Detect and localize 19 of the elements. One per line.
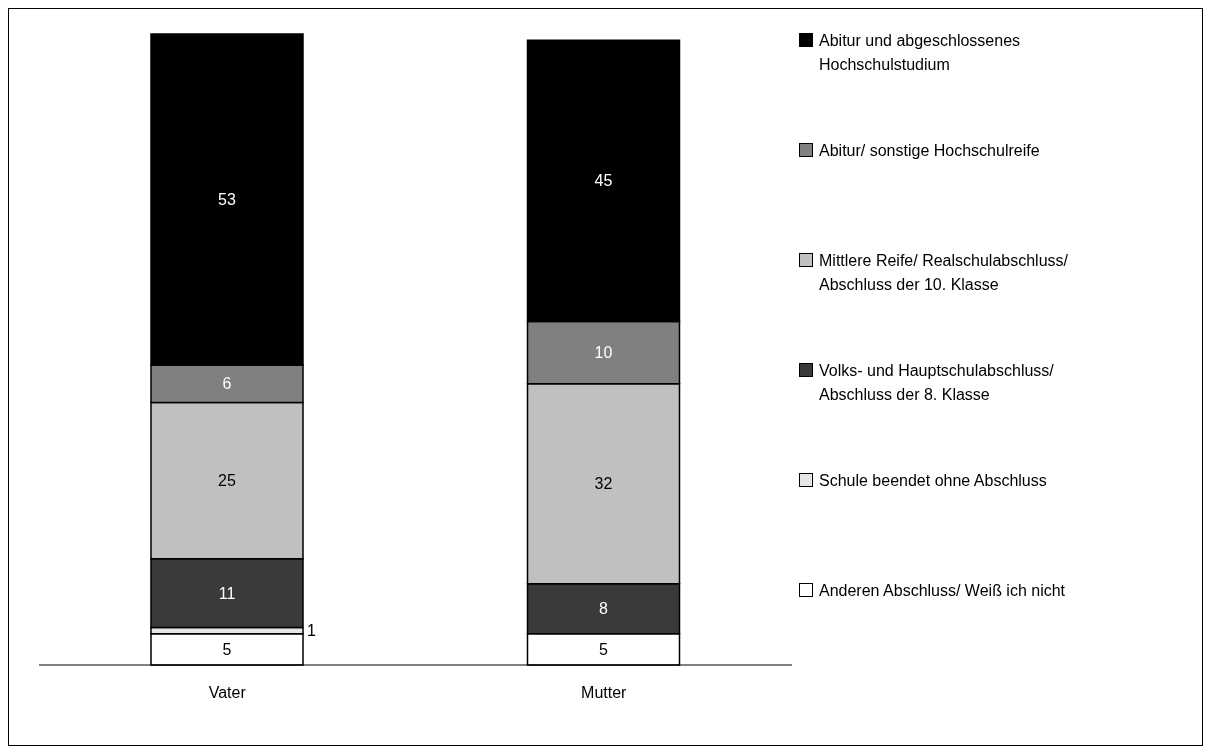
data-label: 45 xyxy=(594,172,613,190)
legend-label: Mittlere Reife/ Realschulabschluss/ Abschluss der 10. Klasse xyxy=(819,251,1069,295)
legend-label: Anderen Abschluss/ Weiß ich nicht xyxy=(819,581,1067,601)
legend-label: Volks- und Hauptschulabschluss/ Abschluss der 8. Klasse xyxy=(819,361,1055,405)
data-label: 1 xyxy=(307,622,316,640)
legend-label: Abitur/ sonstige Hochschulreife xyxy=(819,141,1041,161)
legend-label: Abitur und abgeschlossenes Hochschulstudium xyxy=(819,31,1022,75)
legend-label: Schule beendet ohne Abschluss xyxy=(819,471,1048,491)
x-tick-label: Vater xyxy=(208,684,247,702)
data-label: 53 xyxy=(218,191,236,209)
data-label: 5 xyxy=(599,640,609,658)
data-label: 25 xyxy=(218,472,236,490)
data-label: 11 xyxy=(218,584,236,602)
data-label: 32 xyxy=(594,475,613,493)
data-label: 10 xyxy=(594,344,613,362)
data-label: 8 xyxy=(599,600,609,618)
x-tick-label: Mutter xyxy=(581,684,628,702)
data-label: 6 xyxy=(222,375,232,393)
data-label: 5 xyxy=(222,640,232,658)
